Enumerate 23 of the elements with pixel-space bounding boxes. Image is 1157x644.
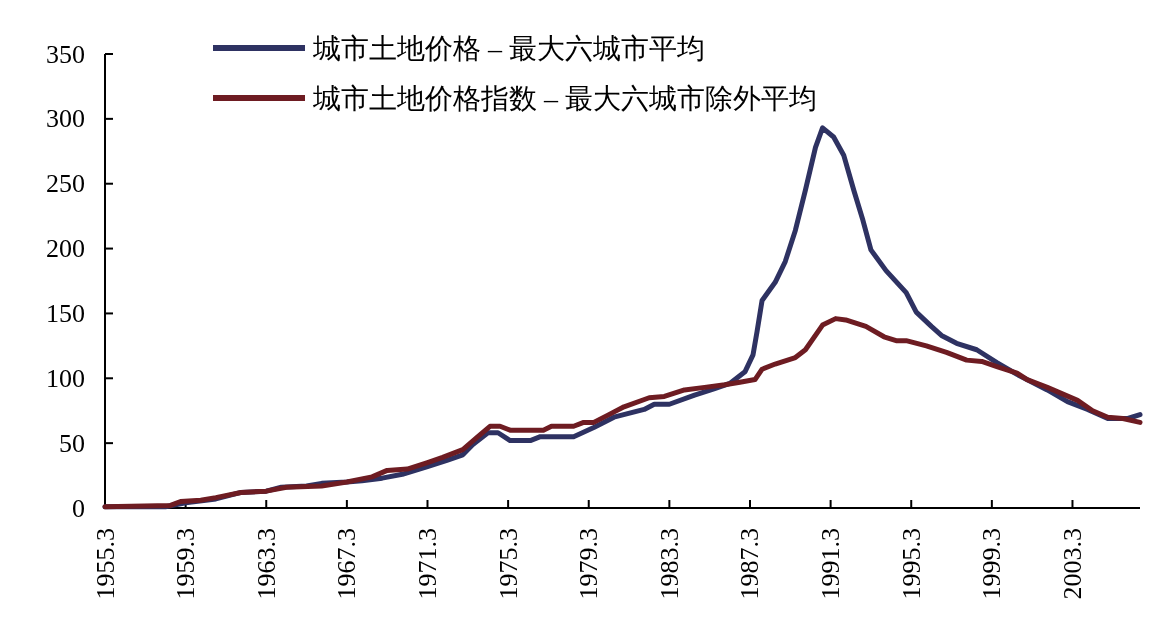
x-tick-label: 1963.3 [251, 528, 281, 600]
x-tick-label: 1995.3 [896, 528, 926, 600]
x-tick-label: 1971.3 [412, 528, 442, 600]
y-tick-label: 200 [46, 234, 85, 264]
y-tick-label: 250 [46, 169, 85, 199]
y-tick-label: 50 [59, 428, 85, 458]
x-tick-label: 1991.3 [816, 528, 846, 600]
x-tick-label: 1999.3 [977, 528, 1007, 600]
y-tick-label: 300 [46, 104, 85, 134]
x-tick-label: 1955.3 [90, 528, 120, 600]
x-tick-label: 2003.3 [1057, 528, 1087, 600]
y-tick-label: 0 [72, 493, 85, 523]
x-tick-label: 1979.3 [574, 528, 604, 600]
x-tick-label: 1959.3 [171, 528, 201, 600]
legend-label: 城市土地价格指数 – 最大六城市除外平均 [312, 82, 817, 114]
x-tick-label: 1987.3 [735, 528, 765, 600]
x-tick-label: 1975.3 [493, 528, 523, 600]
x-tick-label: 1983.3 [654, 528, 684, 600]
y-tick-label: 150 [46, 298, 85, 328]
legend-label: 城市土地价格 – 最大六城市平均 [312, 32, 705, 64]
x-tick-label: 1967.3 [332, 528, 362, 600]
y-tick-label: 100 [46, 363, 85, 393]
y-tick-label: 350 [46, 39, 85, 69]
